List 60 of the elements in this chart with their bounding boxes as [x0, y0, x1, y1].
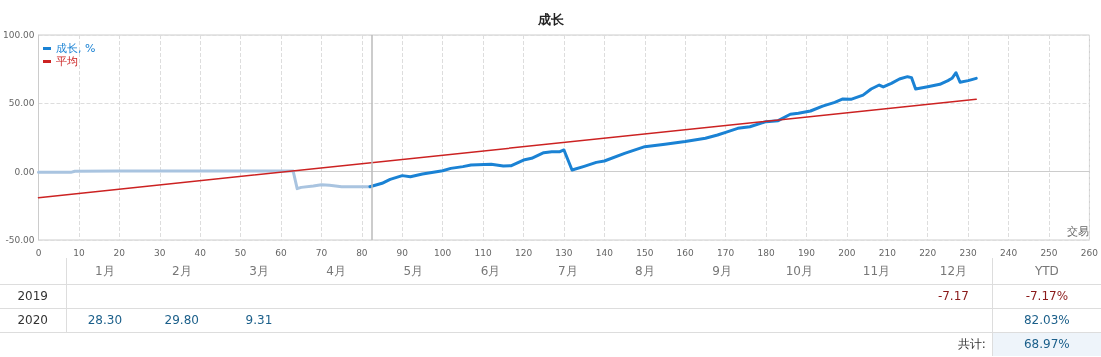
legend-label: 平均: [56, 55, 78, 68]
x-tick-label: 100: [434, 247, 452, 258]
x-tick-label: 130: [555, 247, 573, 258]
x-tick-label: 90: [396, 247, 409, 258]
x-tick-label: YTD: [992, 258, 1101, 284]
x-axis-title: 交易: [1067, 225, 1089, 238]
data-label: 28.30: [86, 312, 123, 329]
x-tick-label: 260: [1080, 247, 1099, 258]
y-tick-label: 100.00: [2, 30, 35, 40]
x-tick-label: 4月: [325, 262, 347, 280]
x-tick-label: 8月: [634, 262, 656, 280]
data-label: -7.17%: [992, 284, 1101, 308]
x-tick-label: 210: [878, 247, 897, 258]
x-tick-label: 110: [474, 247, 492, 258]
x-tick-label: 70: [315, 247, 328, 258]
x-tick-label: 40: [194, 247, 207, 258]
x-tick-label: 60: [275, 247, 288, 258]
x-tick-label: 10: [73, 247, 85, 258]
x-tick-label: 170: [717, 247, 735, 258]
x-tick-label: 190: [797, 247, 816, 258]
x-tick-label: 2月: [170, 262, 193, 280]
x-tick-label: 11月: [861, 262, 892, 280]
x-tick-label: 230: [959, 247, 978, 258]
x-tick-label: 120: [514, 247, 533, 258]
text: 共计:: [956, 336, 987, 354]
x-tick-label: 150: [636, 247, 654, 258]
x-tick-label: 7月: [556, 262, 579, 280]
y-tick-label: 0.00: [14, 166, 35, 177]
line-series: [36, 169, 372, 191]
y-tick-label: 2020: [0, 308, 66, 332]
data-label: 29.80: [163, 312, 200, 329]
chart-title: 成长: [536, 12, 565, 27]
x-tick-label: 160: [676, 247, 695, 258]
x-tick-label: 10月: [784, 262, 814, 280]
line-series: [368, 71, 978, 189]
shaded-cell: 68.97%: [992, 332, 1101, 356]
x-tick-label: 5月: [402, 262, 425, 280]
x-tick-label: 12月: [938, 262, 969, 280]
x-tick-label: 140: [595, 247, 614, 258]
x-tick-label: 180: [757, 247, 775, 258]
x-tick-label: 9月: [711, 262, 733, 280]
legend-label: 成长, %: [56, 42, 96, 55]
x-tick-label: 6月: [479, 262, 502, 280]
x-tick-label: 240: [999, 247, 1018, 258]
data-label: 9.31: [244, 312, 274, 329]
x-tick-label: 1月: [94, 262, 116, 280]
x-tick-label: 200: [838, 247, 856, 258]
y-tick-label: 2019: [0, 284, 66, 308]
x-tick-label: 250: [1040, 247, 1058, 258]
x-tick-label: 20: [113, 247, 126, 258]
x-tick-label: 0: [35, 247, 42, 258]
x-tick-label: 80: [356, 247, 368, 258]
x-tick-label: 30: [154, 247, 166, 258]
x-tick-label: 220: [919, 247, 937, 258]
y-tick-label: -50.00: [5, 235, 35, 245]
y-tick-label: 50.00: [8, 98, 35, 109]
x-tick-label: 50: [234, 247, 247, 258]
data-label: 82.03%: [992, 308, 1101, 332]
x-tick-label: 3月: [248, 262, 270, 280]
data-label: -7.17: [936, 288, 970, 305]
